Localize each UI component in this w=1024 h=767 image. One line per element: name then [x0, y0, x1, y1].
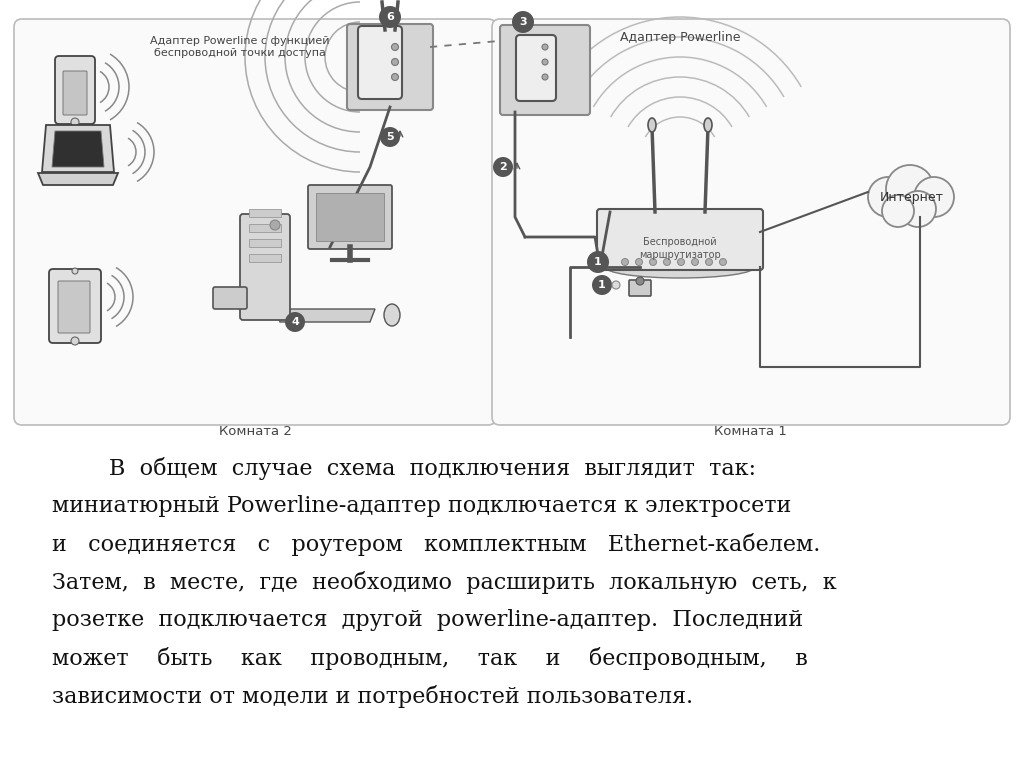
Circle shape: [512, 11, 534, 33]
Text: зависимости от модели и потребностей пользователя.: зависимости от модели и потребностей пол…: [52, 685, 693, 708]
Circle shape: [542, 44, 548, 50]
Circle shape: [720, 258, 726, 265]
Text: Затем,  в  месте,  где  необходимо  расширить  локальную  сеть,  к: Затем, в месте, где необходимо расширить…: [52, 571, 837, 594]
FancyBboxPatch shape: [63, 71, 87, 115]
Ellipse shape: [605, 256, 755, 278]
FancyBboxPatch shape: [629, 280, 651, 296]
Circle shape: [592, 275, 612, 295]
Circle shape: [391, 44, 398, 51]
Bar: [316, 193, 384, 241]
Text: 2: 2: [499, 162, 507, 172]
Circle shape: [636, 277, 644, 285]
Ellipse shape: [384, 304, 400, 326]
Text: Комната 2: Комната 2: [218, 425, 292, 438]
Text: 6: 6: [386, 12, 394, 22]
FancyBboxPatch shape: [597, 209, 763, 270]
Bar: [249, 239, 281, 247]
Circle shape: [379, 6, 401, 28]
Text: маршрутизатор: маршрутизатор: [639, 250, 721, 260]
FancyBboxPatch shape: [492, 19, 1010, 425]
FancyBboxPatch shape: [240, 214, 290, 320]
Polygon shape: [275, 309, 375, 322]
FancyBboxPatch shape: [55, 56, 95, 124]
Bar: [249, 209, 281, 217]
FancyBboxPatch shape: [14, 19, 496, 425]
Text: может    быть    как    проводным,    так    и    беспроводным,    в: может быть как проводным, так и беспрово…: [52, 647, 808, 670]
Circle shape: [900, 191, 936, 227]
Circle shape: [678, 258, 684, 265]
Bar: [249, 254, 281, 262]
Circle shape: [285, 312, 305, 332]
FancyBboxPatch shape: [500, 25, 590, 115]
Circle shape: [612, 281, 620, 289]
Text: 1: 1: [598, 280, 606, 290]
Text: и   соединяется   с   роутером   комплектным   Ethernet-кабелем.: и соединяется с роутером комплектным Eth…: [52, 533, 820, 556]
Text: 3: 3: [519, 17, 526, 27]
FancyBboxPatch shape: [358, 26, 402, 99]
Circle shape: [71, 118, 79, 126]
Circle shape: [636, 258, 642, 265]
Circle shape: [622, 258, 629, 265]
Text: 4: 4: [291, 317, 299, 327]
Text: Интернет: Интернет: [880, 190, 944, 203]
Circle shape: [542, 74, 548, 80]
Ellipse shape: [648, 118, 656, 132]
FancyBboxPatch shape: [347, 24, 433, 110]
Bar: [249, 224, 281, 232]
Text: В  общем  случае  схема  подключения  выглядит  так:: В общем случае схема подключения выгляди…: [52, 457, 756, 480]
FancyBboxPatch shape: [516, 35, 556, 101]
FancyBboxPatch shape: [308, 185, 392, 249]
FancyBboxPatch shape: [213, 287, 247, 309]
Polygon shape: [38, 173, 118, 185]
Circle shape: [868, 177, 908, 217]
Circle shape: [71, 337, 79, 345]
Polygon shape: [42, 125, 114, 172]
Circle shape: [270, 220, 280, 230]
Text: розетке  подключается  другой  powerline-адаптер.  Последний: розетке подключается другой powerline-ад…: [52, 609, 803, 631]
Text: Беспроводной: Беспроводной: [643, 237, 717, 247]
Ellipse shape: [705, 118, 712, 132]
Circle shape: [664, 258, 671, 265]
Circle shape: [587, 251, 609, 273]
Text: 1: 1: [594, 257, 602, 267]
Text: Комната 1: Комната 1: [714, 425, 786, 438]
Text: миниатюрный Powerline-адаптер подключается к электросети: миниатюрный Powerline-адаптер подключает…: [52, 495, 792, 517]
Text: Адаптер Powerline с функцией
беспроводной точки доступа: Адаптер Powerline с функцией беспроводно…: [151, 36, 330, 58]
Text: 5: 5: [386, 132, 394, 142]
Circle shape: [914, 177, 954, 217]
Polygon shape: [52, 131, 104, 167]
Circle shape: [649, 258, 656, 265]
Circle shape: [882, 195, 914, 227]
Circle shape: [380, 127, 400, 147]
Circle shape: [886, 165, 934, 213]
FancyBboxPatch shape: [49, 269, 101, 343]
FancyBboxPatch shape: [58, 281, 90, 333]
Circle shape: [391, 74, 398, 81]
Circle shape: [391, 58, 398, 65]
Circle shape: [493, 157, 513, 177]
Circle shape: [542, 59, 548, 65]
Circle shape: [691, 258, 698, 265]
Text: Адаптер Powerline: Адаптер Powerline: [620, 31, 740, 44]
Circle shape: [706, 258, 713, 265]
Circle shape: [72, 268, 78, 274]
